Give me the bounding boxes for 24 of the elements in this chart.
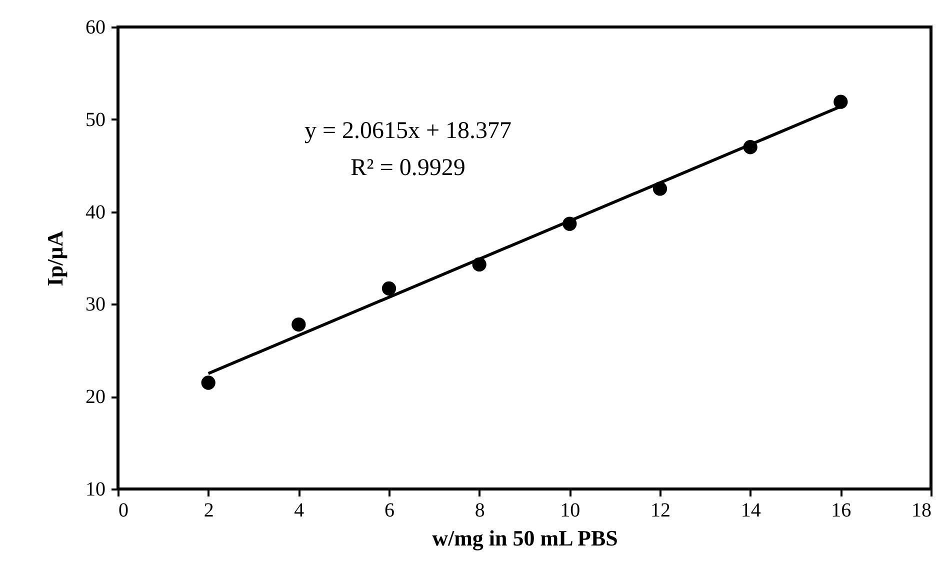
y-axis-title: Ip/µA [42,230,68,286]
x-tick-label: 0 [118,500,128,522]
x-tick-label: 2 [204,500,214,522]
x-tick-label: 12 [650,500,670,522]
y-tick-label: 60 [86,16,106,38]
x-tick-label: 16 [831,500,852,522]
point [382,281,396,296]
y-tick-label: 10 [86,478,106,500]
point [834,94,848,109]
point [292,317,306,332]
y-tick-label: 20 [86,386,106,408]
x-tick-label: 6 [384,500,394,522]
x-tick-label: 18 [912,500,932,522]
annotation: R² = 0.9929 [350,155,466,181]
y-tick-label: 40 [86,201,106,224]
x-tick-label: 8 [474,500,485,522]
x-tick-label: 14 [740,500,761,522]
y-tick-label: 30 [86,294,106,316]
point [201,376,216,390]
x-tick-label: 10 [560,500,580,522]
annotation: y = 2.0615x + 18.377 [304,118,512,144]
x-axis-title: w/mg in 50 mL PBS [432,526,618,550]
x-tick-label: 4 [294,500,304,522]
y-tick-label: 50 [86,108,106,131]
